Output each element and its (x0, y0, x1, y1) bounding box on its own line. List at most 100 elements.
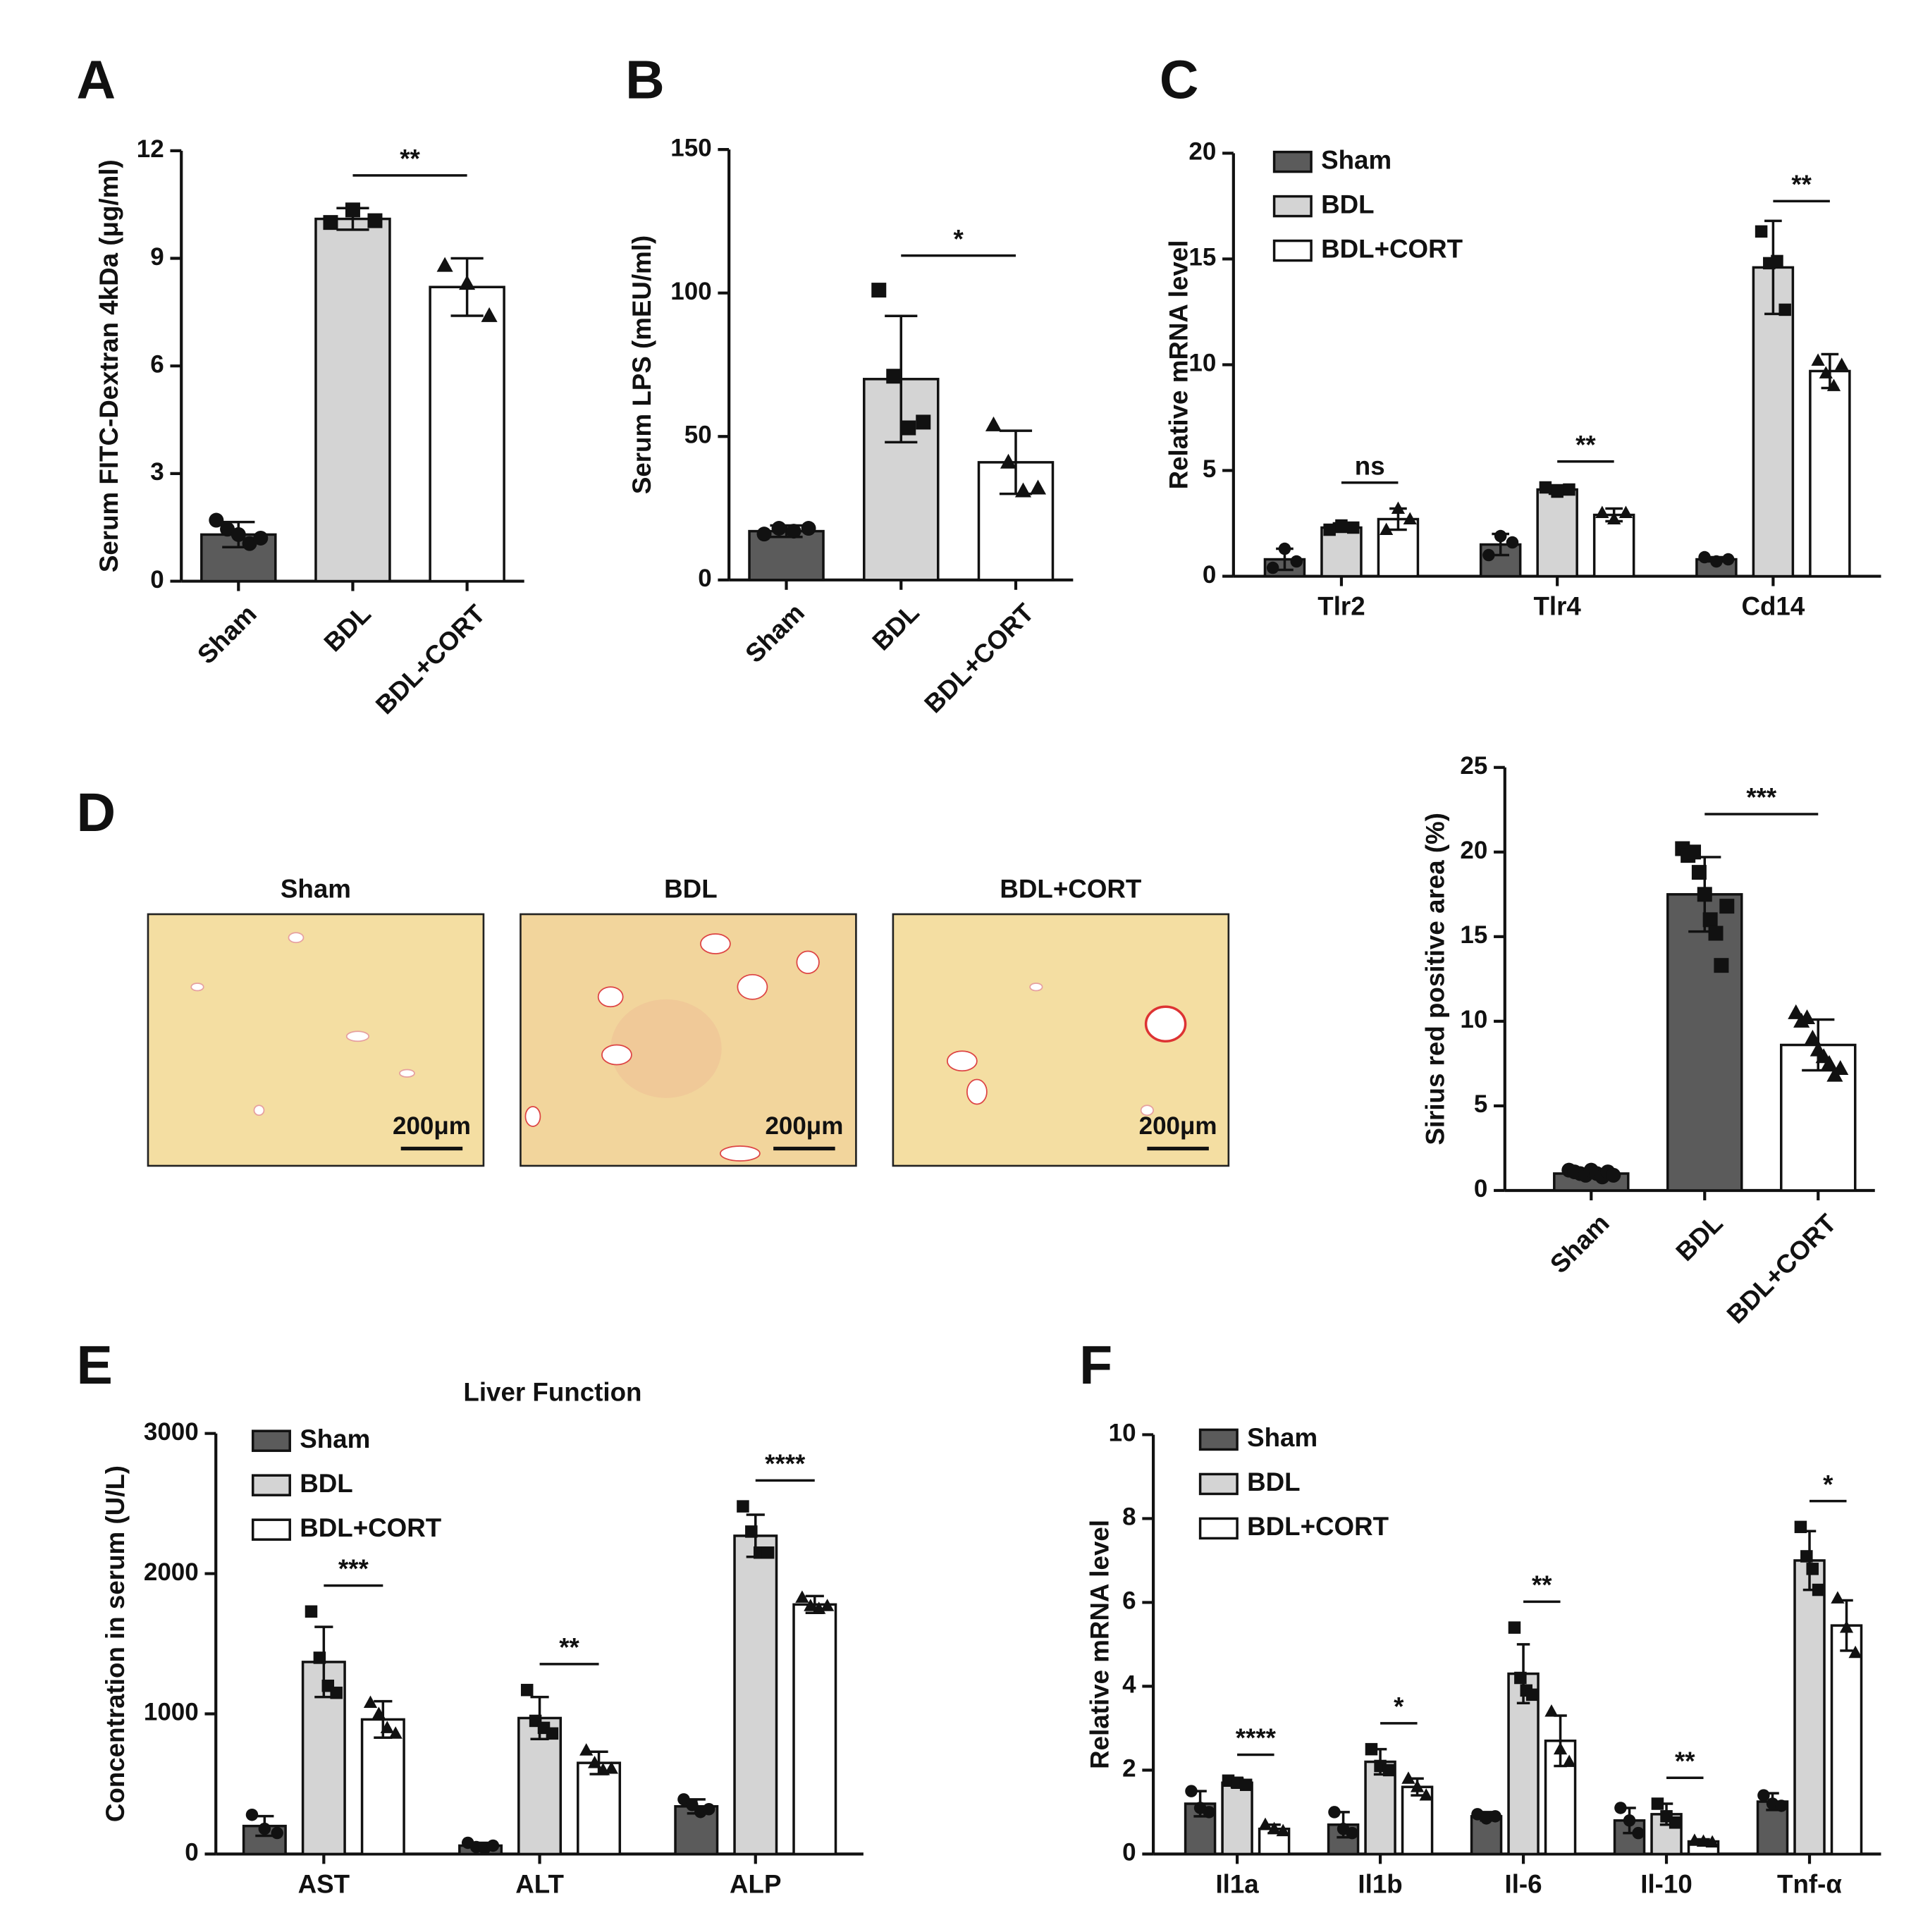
data-point (587, 1756, 602, 1768)
legend-label: Sham (1321, 145, 1391, 174)
data-point (253, 530, 269, 546)
x-tick-label: Il1b (1358, 1870, 1402, 1899)
y-tick-label: 0 (698, 565, 711, 592)
data-point (1623, 1814, 1636, 1827)
scale-bar-label: 200μm (765, 1112, 843, 1140)
data-point (1335, 519, 1348, 532)
data-point (1539, 481, 1552, 494)
chart-title: Liver Function (463, 1377, 641, 1406)
data-point (1798, 1009, 1816, 1025)
y-axis-label: Concentration in serum (U/L) (101, 1465, 130, 1822)
data-point (1614, 1802, 1627, 1814)
data-point (1804, 1029, 1821, 1045)
bar (792, 1603, 837, 1856)
data-point (258, 1822, 271, 1835)
data-point (1563, 483, 1575, 496)
data-point (1506, 536, 1519, 549)
data-point (771, 521, 787, 536)
y-tick-label: 15 (1188, 244, 1216, 271)
y-tick-label: 100 (670, 278, 711, 305)
data-point (985, 416, 1002, 431)
data-point (1618, 505, 1633, 518)
y-axis-label: Sirius red positive area (%) (1420, 813, 1449, 1145)
legend-swatch (251, 1474, 291, 1496)
data-point (901, 420, 916, 436)
x-tick-label: BDL (1670, 1208, 1728, 1266)
y-tick-label: 3 (150, 458, 164, 486)
panel-label: C (1160, 50, 1199, 111)
data-point (367, 213, 383, 228)
data-point (1525, 1688, 1539, 1702)
data-point (1489, 1810, 1501, 1823)
data-point (245, 1808, 259, 1821)
y-tick-label: 3000 (144, 1418, 199, 1446)
significance-label: ** (559, 1633, 579, 1662)
x-tick-label: ALT (515, 1870, 564, 1899)
micrograph-title: BDL (664, 874, 717, 903)
panel-label: F (1079, 1335, 1112, 1396)
data-point (1494, 529, 1507, 543)
data-point (1382, 1764, 1396, 1777)
data-point (1276, 1823, 1290, 1837)
data-point (1419, 1788, 1433, 1801)
data-point (1757, 1789, 1770, 1802)
y-tick-label: 6 (150, 350, 164, 378)
data-point (1290, 555, 1303, 568)
data-point (486, 1839, 500, 1852)
data-point (604, 1761, 619, 1774)
data-point (1702, 912, 1718, 928)
y-tick-label: 10 (1109, 1420, 1136, 1447)
significance-label: ns (1355, 451, 1385, 480)
data-point (871, 283, 887, 298)
data-point (1029, 479, 1047, 495)
data-point (1708, 925, 1724, 941)
legend-label: BDL+CORT (1247, 1512, 1389, 1541)
bar (733, 1534, 778, 1856)
y-tick-label: 1000 (144, 1699, 199, 1726)
data-point (231, 527, 246, 542)
bar (1809, 369, 1851, 578)
y-tick-label: 4 (1122, 1671, 1136, 1699)
bar (429, 285, 505, 583)
data-point (1819, 366, 1833, 379)
data-point (1595, 505, 1609, 518)
data-point (1562, 1754, 1576, 1767)
data-point (1482, 548, 1495, 562)
bar (1592, 513, 1635, 578)
y-tick-label: 6 (1122, 1587, 1136, 1615)
significance-label: ** (1791, 170, 1812, 199)
data-point (1606, 1167, 1621, 1183)
data-point (886, 369, 902, 384)
y-tick-label: 2 (1122, 1755, 1136, 1783)
y-tick-label: 10 (1460, 1006, 1487, 1033)
bar (1830, 1624, 1863, 1856)
data-point (1401, 1771, 1415, 1784)
data-point (1696, 1834, 1711, 1847)
significance-label: ** (400, 144, 420, 173)
data-point (1000, 453, 1017, 469)
y-axis-label: Serum LPS (mEU/ml) (627, 235, 656, 494)
data-point (1812, 1583, 1825, 1596)
significance-label: ** (1675, 1747, 1695, 1776)
x-tick-label: BDL+CORT (1721, 1208, 1843, 1329)
data-point (786, 524, 801, 539)
data-point (1848, 1645, 1862, 1659)
data-point (1691, 865, 1707, 880)
data-point (520, 1683, 534, 1697)
data-point (686, 1799, 699, 1811)
x-tick-label: Sham (739, 598, 810, 668)
data-point (1821, 1054, 1838, 1070)
data-point (271, 1826, 283, 1840)
significance-label: *** (338, 1554, 369, 1583)
x-tick-label: ALP (730, 1870, 781, 1899)
significance-label: ** (1532, 1570, 1552, 1599)
y-axis-label: Relative mRNA level (1085, 1520, 1114, 1769)
x-tick-label: BDL+CORT (919, 598, 1040, 719)
legend-swatch (251, 1518, 291, 1541)
x-tick-label: Cd14 (1741, 592, 1805, 621)
y-tick-label: 20 (1188, 138, 1216, 166)
scale-bar-label: 200μm (1139, 1112, 1217, 1140)
data-point (371, 1706, 386, 1719)
legend-label: BDL (1247, 1468, 1301, 1496)
